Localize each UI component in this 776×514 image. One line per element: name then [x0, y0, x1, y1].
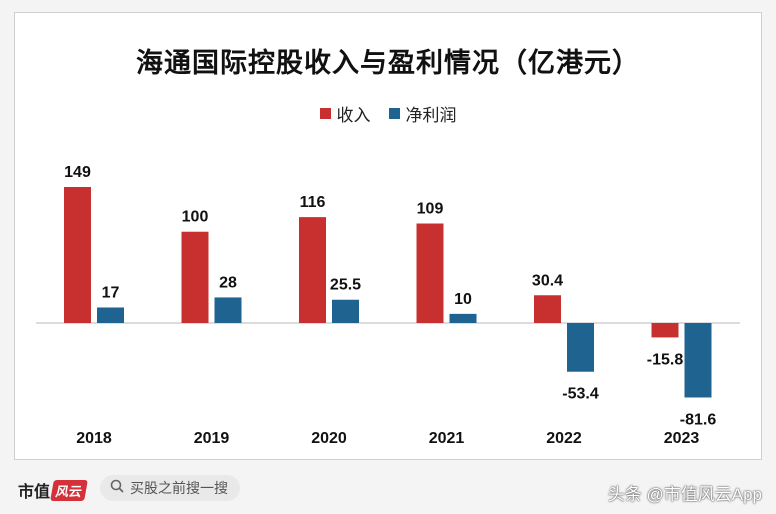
data-label-net-profit-2019: 28 [219, 274, 237, 291]
data-label-net-profit-2023: -81.6 [680, 411, 717, 428]
x-tick-label-2019: 2019 [194, 430, 230, 447]
bar-net-profit-2023 [684, 323, 712, 398]
brand-logo: 市值 风云 [18, 478, 88, 502]
data-label-revenue-2023: -15.8 [647, 351, 684, 368]
data-label-net-profit-2018: 17 [102, 284, 120, 301]
bar-revenue-2019 [181, 231, 209, 323]
data-label-revenue-2021: 109 [417, 201, 444, 218]
search-box[interactable]: 买股之前搜一搜 [100, 475, 240, 501]
data-label-net-profit-2021: 10 [454, 291, 472, 308]
x-tick-label-2020: 2020 [311, 430, 347, 447]
chart-title: 海通国际控股收入与盈利情况（亿港元） [136, 48, 640, 78]
bar-net-profit-2019 [214, 297, 242, 323]
legend-label-revenue: 收入 [336, 106, 371, 125]
chart-frame: 海通国际控股收入与盈利情况（亿港元） 收入 净利润 [14, 12, 762, 460]
bar-net-profit-2018 [97, 307, 124, 323]
bar-revenue-2020 [299, 217, 326, 323]
legend-swatch-revenue [319, 108, 331, 119]
legend-item-net-profit: 净利润 [388, 101, 457, 126]
bar-net-profit-2020 [332, 299, 359, 323]
data-label-net-profit-2020: 25.5 [330, 277, 361, 294]
data-label-revenue-2020: 116 [300, 194, 326, 211]
bar-net-profit-2022 [567, 323, 594, 372]
bar-revenue-2022 [534, 295, 561, 323]
data-label-net-profit-2022: -53.4 [562, 386, 599, 403]
legend-swatch-net-profit [388, 108, 400, 119]
data-label-revenue-2019: 100 [182, 209, 209, 226]
x-tick-label-2021: 2021 [429, 430, 465, 447]
bar-revenue-2023 [651, 323, 679, 338]
bar-chart-plot: 149 17 2018 100 28 2019 116 25.5 2020 109 10 2021 30… [36, 164, 740, 447]
data-label-revenue-2022: 30.4 [532, 272, 563, 289]
watermark: 头条 @市值风云App [607, 485, 762, 504]
search-icon [110, 479, 124, 498]
brand-text: 市值 [18, 484, 51, 501]
brand-badge: 风云 [50, 479, 88, 501]
bar-revenue-2021 [416, 223, 444, 323]
bar-net-profit-2021 [449, 313, 477, 323]
x-tick-label-2018: 2018 [76, 430, 112, 447]
bottom-bar: 市值 风云 买股之前搜一搜 头条 @市值风云App [0, 466, 776, 514]
bar-revenue-2018 [64, 187, 91, 323]
legend-label-net-profit: 净利润 [405, 106, 457, 125]
data-label-revenue-2018: 149 [64, 164, 91, 181]
x-tick-label-2023: 2023 [664, 430, 700, 447]
search-placeholder: 买股之前搜一搜 [130, 480, 228, 496]
legend: 收入 净利润 [15, 101, 761, 126]
x-tick-label-2022: 2022 [546, 430, 582, 447]
legend-item-revenue: 收入 [319, 101, 371, 126]
